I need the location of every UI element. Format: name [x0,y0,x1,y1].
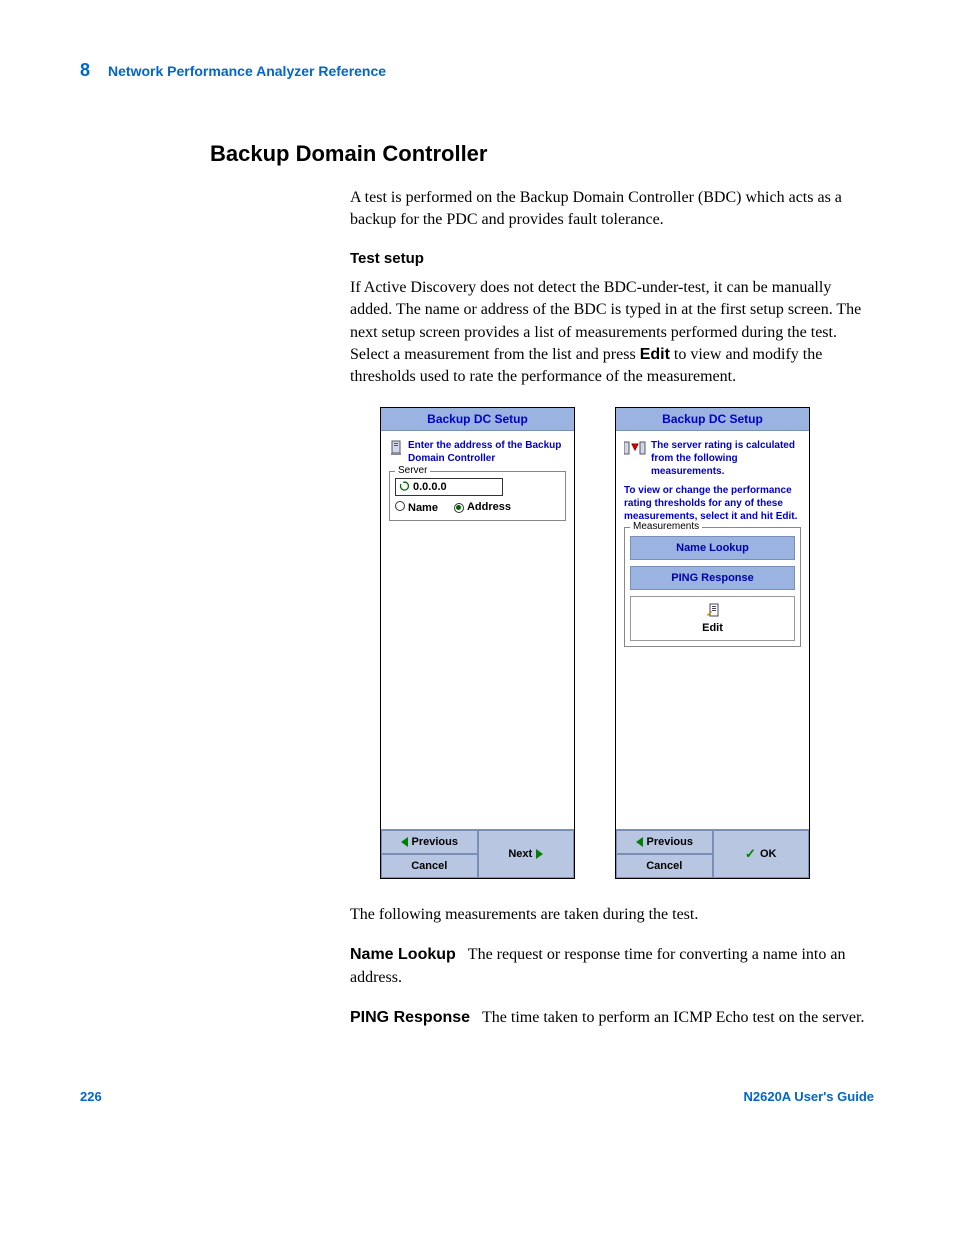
edit-label: Edit [702,622,723,634]
instr2-edit: Edit [776,511,795,522]
screen2-footer: Previous ✓ OK Cancel [616,829,809,878]
cancel-label-2: Cancel [646,860,682,872]
arrow-left-icon-2 [636,837,643,847]
screen1-body: Enter the address of the Backup Domain C… [381,431,574,829]
cancel-button[interactable]: Cancel [381,854,478,878]
radio-row: Name Address [395,501,560,514]
ip-value: 0.0.0.0 [413,481,447,493]
screen1-instruction-text: Enter the address of the Backup Domain C… [408,439,566,465]
previous-label-2: Previous [647,836,693,848]
chapter-title: Network Performance Analyzer Reference [108,63,386,79]
cancel-label: Cancel [411,860,447,872]
ping-para: PING Response The time taken to perform … [350,1007,874,1029]
intro-paragraph: A test is performed on the Backup Domain… [350,187,874,232]
measurements-fieldset: Measurements Name Lookup PING Response E… [624,527,801,647]
setup-screen-2: Backup DC Setup The server rating is cal… [615,407,810,879]
page-footer: 226 N2620A User's Guide [80,1089,874,1104]
guide-title: N2620A User's Guide [743,1089,874,1104]
next-label: Next [508,848,532,860]
server-fieldset: Server 0.0.0.0 Name Address [389,471,566,521]
measurement-item-ping[interactable]: PING Response [630,566,795,590]
name-lookup-label: Name Lookup [350,946,456,963]
previous-label: Previous [412,836,458,848]
radio-name-circle [395,501,405,511]
screen1-title: Backup DC Setup [381,408,574,431]
ip-input[interactable]: 0.0.0.0 [395,478,503,496]
screen2-instruction2: To view or change the performance rating… [624,484,801,523]
screen2-instruction1: The server rating is calculated from the… [624,439,801,478]
name-lookup-para: Name Lookup The request or response time… [350,944,874,989]
section-title: Backup Domain Controller [210,141,874,167]
screen2-instr1-text: The server rating is calculated from the… [651,439,801,478]
radio-address-circle [454,503,464,513]
refresh-icon [399,481,410,492]
screenshot-row: Backup DC Setup Enter the address of the… [380,407,874,879]
arrow-right-icon [536,849,543,859]
server-icon [389,440,403,456]
page-header: 8 Network Performance Analyzer Reference [80,60,874,81]
screen1-instruction: Enter the address of the Backup Domain C… [389,439,566,465]
following-text: The following measurements are taken dur… [350,904,874,926]
rating-icon [624,440,646,456]
arrow-left-icon [401,837,408,847]
chapter-number: 8 [80,60,90,81]
radio-dot [456,505,461,510]
edit-button[interactable]: Edit [630,596,795,641]
ping-desc: The time taken to perform an ICMP Echo t… [482,1009,864,1026]
server-legend: Server [395,465,430,476]
previous-button-2[interactable]: Previous [616,830,713,854]
setup-screen-1: Backup DC Setup Enter the address of the… [380,407,575,879]
radio-address[interactable]: Address [454,501,511,513]
previous-button[interactable]: Previous [381,830,478,854]
screen2-body: The server rating is calculated from the… [616,431,809,829]
edit-bold: Edit [640,346,670,363]
radio-address-label: Address [467,501,511,513]
ok-label: OK [760,848,777,860]
edit-icon [706,603,720,619]
ping-label: PING Response [350,1009,470,1026]
page-number: 226 [80,1089,102,1104]
instr2-pre: To view or change the performance rating… [624,485,792,522]
radio-name[interactable]: Name [395,501,438,514]
instr2-post: . [795,511,798,522]
check-icon: ✓ [745,846,756,862]
measurements-legend: Measurements [630,521,702,532]
screen2-title: Backup DC Setup [616,408,809,431]
cancel-button-2[interactable]: Cancel [616,854,713,878]
radio-name-label: Name [408,502,438,514]
measurement-item-name-lookup[interactable]: Name Lookup [630,536,795,560]
screen1-footer: Previous Next Cancel [381,829,574,878]
test-setup-paragraph: If Active Discovery does not detect the … [350,277,874,389]
ok-button[interactable]: ✓ OK [713,830,810,878]
test-setup-heading: Test setup [350,250,874,267]
next-button[interactable]: Next [478,830,575,878]
